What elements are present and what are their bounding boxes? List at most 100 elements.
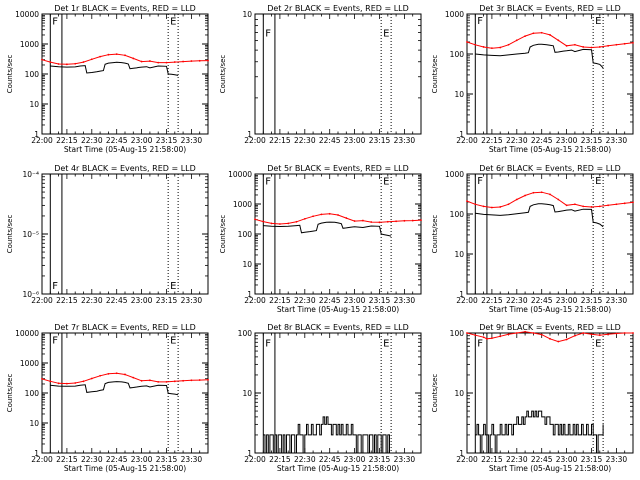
y-tick-label: 10	[454, 389, 464, 398]
lld-point	[49, 61, 52, 63]
plot-frame	[41, 332, 209, 454]
flag-label: E	[595, 16, 601, 27]
lld-point	[107, 53, 110, 56]
y-tick-label: 1	[247, 130, 252, 139]
detector-panel: Det 4r BLACK = Events, RED = LLD 10⁻⁶ 10⁻⁵…	[6, 164, 209, 305]
x-tick-label: 23:00	[344, 296, 366, 305]
lld-point	[182, 60, 185, 63]
y-tick-label: 10000	[15, 329, 39, 338]
x-tick-label: 23:00	[556, 296, 578, 305]
detector-panel: Det 1r BLACK = Events, RED = LLD 1 10 100 10…	[6, 4, 209, 154]
lld-point	[140, 60, 143, 63]
lld-point	[312, 215, 314, 218]
x-tick-label: 22:00	[31, 296, 53, 305]
lld-point	[99, 55, 101, 58]
detector-panel: Det 2r BLACK = Events, RED = LLD 1 10 22:00…	[219, 4, 422, 145]
lld-point	[157, 380, 160, 383]
lld-point	[607, 44, 609, 47]
lld-point	[549, 337, 551, 340]
lld-point	[207, 378, 209, 381]
x-tick-label: 23:15	[156, 296, 178, 305]
y-tick-label: 1	[247, 449, 252, 458]
lld-point	[198, 379, 201, 381]
lld-point	[49, 380, 52, 383]
lld-point	[99, 374, 101, 377]
y-tick-label: 1000	[20, 40, 39, 49]
lld-point	[270, 222, 273, 225]
x-tick-label: 22:30	[294, 455, 316, 464]
lld-point	[515, 39, 518, 42]
y-axis-label: Counts/sec	[431, 55, 439, 94]
lld-point	[320, 213, 323, 216]
lld-point	[66, 382, 68, 385]
plot-frame	[466, 13, 634, 135]
x-tick-label: 23:30	[394, 136, 416, 145]
lld-point	[598, 46, 601, 48]
x-tick-label: 22:00	[456, 136, 478, 145]
lld-point	[132, 57, 135, 60]
flag-label: E	[383, 29, 389, 40]
x-tick-label: 22:15	[56, 455, 78, 464]
lld-point	[623, 332, 626, 334]
plot-frame	[466, 173, 634, 295]
x-tick-label: 23:15	[369, 136, 391, 145]
lld-point	[574, 43, 576, 46]
lld-point	[632, 332, 634, 334]
x-tick-label: 22:15	[269, 455, 291, 464]
x-tick-label: 23:30	[606, 136, 628, 145]
lld-point	[337, 214, 339, 216]
x-tick-label: 23:15	[581, 296, 603, 305]
x-axis-label: Start Time (05-Aug-15 21:58:00)	[489, 145, 611, 154]
lld-point	[279, 223, 281, 225]
lld-point	[507, 333, 510, 336]
x-tick-label: 23:00	[344, 455, 366, 464]
lld-point	[198, 59, 201, 62]
y-tick-label: 1	[459, 290, 464, 299]
lld-point	[515, 198, 518, 201]
x-tick-label: 23:15	[369, 296, 391, 305]
y-axis-label: Counts/sec	[219, 55, 227, 94]
lld-point	[565, 204, 568, 207]
y-tick-label: 10000	[15, 10, 39, 19]
flag-label: F	[265, 338, 271, 349]
x-tick-label: 23:30	[181, 455, 203, 464]
x-tick-label: 23:30	[394, 455, 416, 464]
lld-point	[173, 61, 176, 63]
lld-point	[491, 206, 493, 209]
lld-point	[474, 203, 477, 206]
panel-title: Det 6r BLACK = Events, RED = LLD	[479, 164, 621, 173]
x-tick-label: 23:00	[131, 455, 153, 464]
lld-point	[557, 39, 560, 42]
lld-point	[190, 60, 193, 62]
lld-point	[540, 333, 543, 336]
y-tick-label: 10	[454, 90, 464, 99]
x-tick-label: 23:30	[181, 136, 203, 145]
lld-point	[549, 34, 551, 36]
lld-point	[157, 61, 160, 64]
lld-point	[540, 31, 543, 34]
flag-label: E	[170, 17, 176, 28]
x-axis-label: Start Time (05-Aug-15 21:58:00)	[277, 305, 399, 314]
x-tick-label: 23:15	[581, 455, 603, 464]
x-tick-label: 23:30	[394, 296, 416, 305]
lld-point	[499, 46, 502, 49]
lld-point	[182, 379, 185, 382]
detector-panel: Det 9r BLACK = Events, RED = LLD 1 10 100 22…	[431, 323, 634, 473]
lld-point	[41, 58, 43, 61]
lld-point	[486, 337, 488, 340]
plot-frame	[254, 13, 422, 135]
lld-point	[132, 376, 135, 379]
y-axis-label: Counts/sec	[431, 374, 439, 413]
x-tick-label: 22:00	[244, 455, 266, 464]
lld-point	[474, 334, 477, 337]
lld-point	[254, 218, 256, 221]
lld-point	[532, 332, 535, 334]
lld-point	[466, 332, 468, 334]
x-tick-label: 23:15	[369, 455, 391, 464]
lld-point	[482, 46, 485, 48]
y-tick-label: 10	[29, 100, 39, 109]
plot-frame	[41, 13, 209, 135]
x-tick-label: 23:00	[131, 136, 153, 145]
lld-point	[582, 205, 585, 208]
x-tick-label: 22:30	[81, 296, 103, 305]
